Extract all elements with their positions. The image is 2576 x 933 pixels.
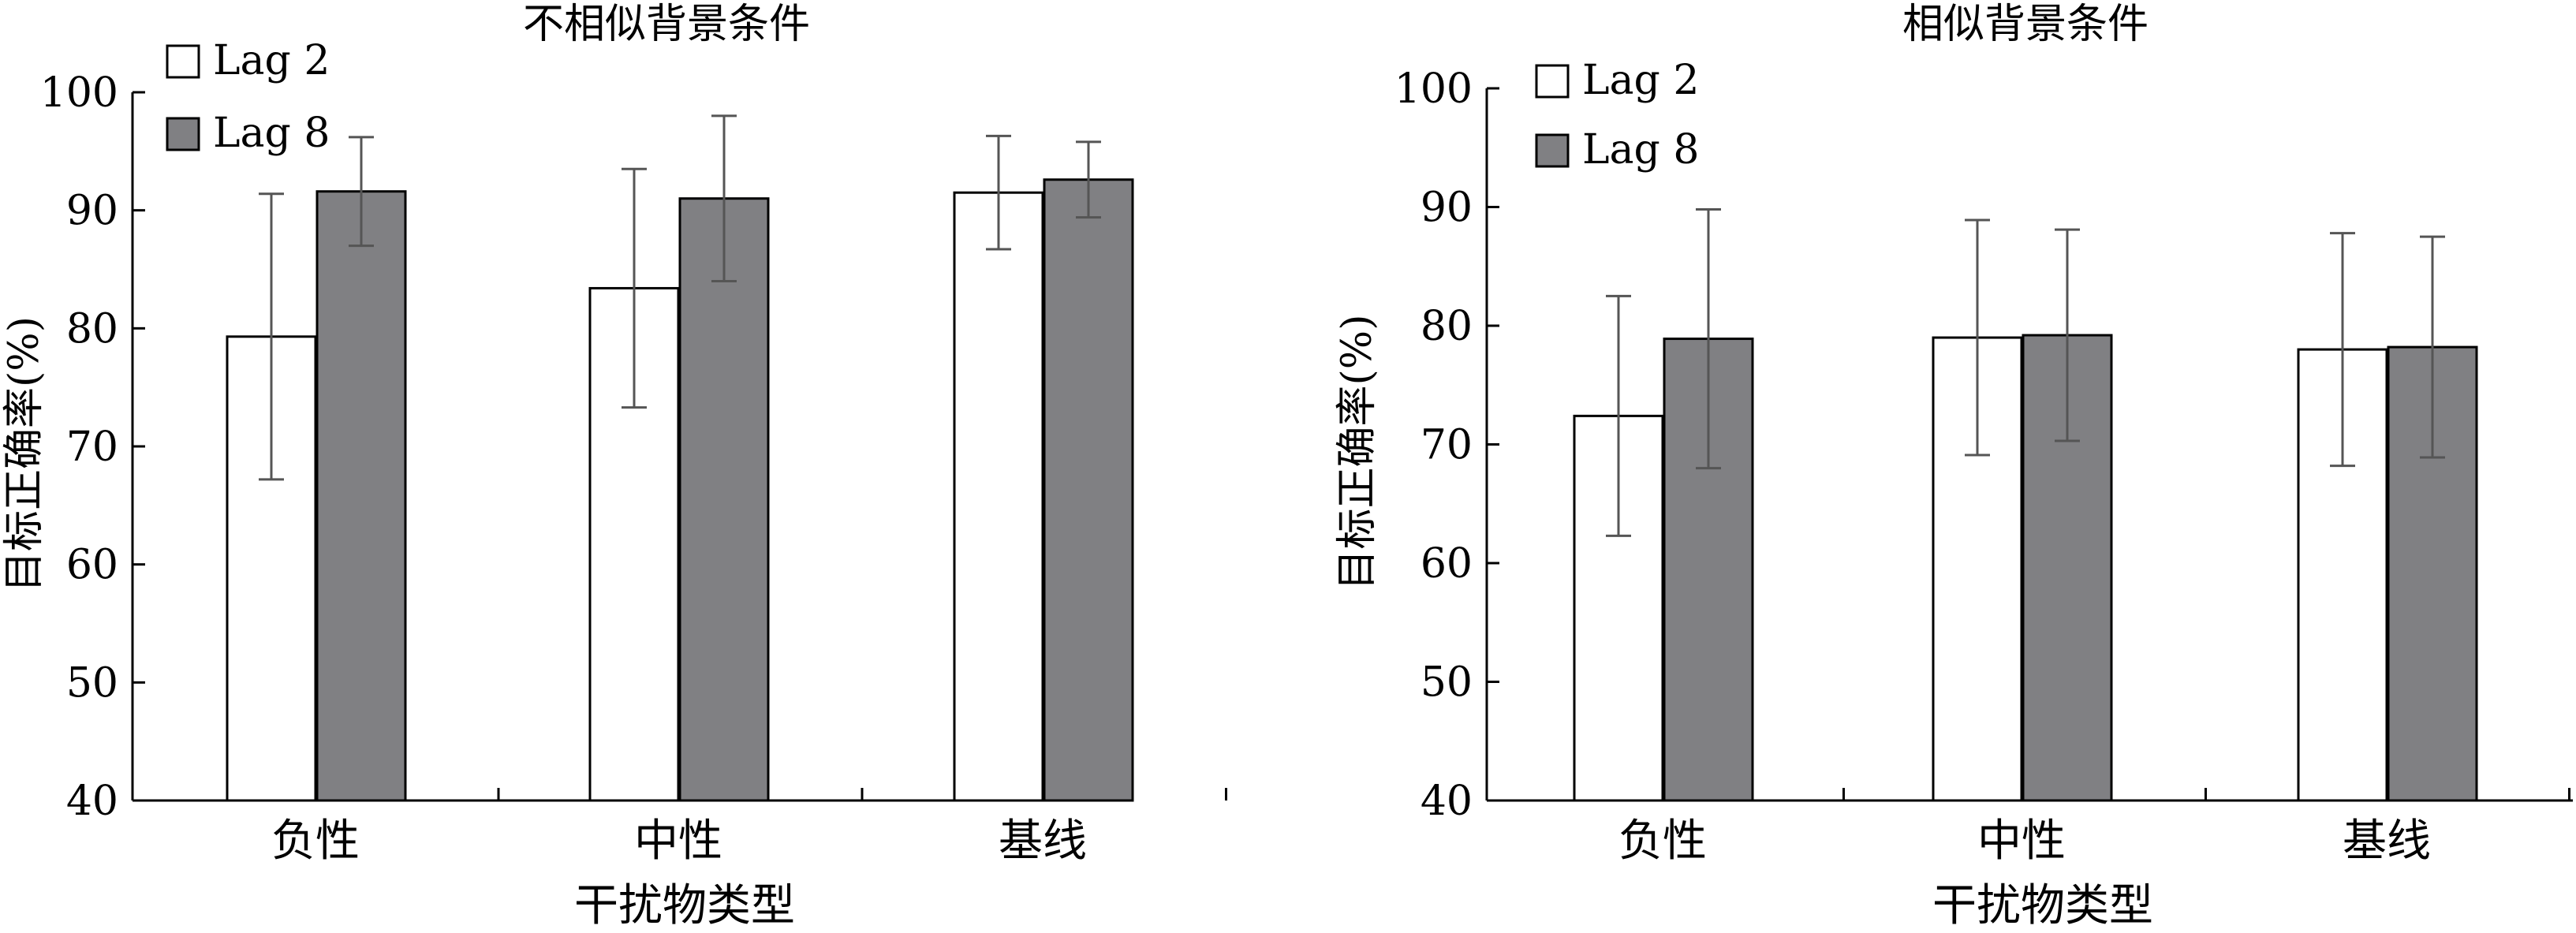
y-tick-label: 50 [66, 659, 118, 707]
chart-title: 相似背景条件 [1902, 1, 2149, 48]
y-tick-label: 60 [1421, 540, 1473, 588]
y-tick-label: 90 [1421, 185, 1473, 232]
bar-lag8-1 [315, 190, 407, 802]
legend-label: Lag 8 [213, 110, 330, 157]
chart-panel-2: 相似背景条件 40 50 60 70 80 90 100 目标正确率(%) 负性 中性 基线干扰物类型… [1334, 1, 2573, 931]
legend-swatch-lag2 [166, 44, 200, 79]
chart-title: 不相似背景条件 [523, 1, 810, 48]
y-tick-label: 70 [1421, 422, 1473, 469]
legend-swatch-lag8 [166, 117, 200, 151]
y-tick-label: 40 [1421, 778, 1473, 825]
y-tick-label: 80 [66, 305, 118, 353]
x-tick-label: 负性 [271, 815, 360, 867]
y-axis-label: 目标正确率(%) [1334, 315, 1381, 591]
x-tick-label: 中性 [634, 815, 722, 867]
chart-panel-1: 不相似背景条件 40 50 60 70 80 90 100 目标正确率(%) 负性 中性 基线干扰物类… [1, 1, 1227, 931]
y-tick-label: 60 [66, 542, 118, 589]
x-axis-label: 干扰物类型 [1932, 880, 2153, 931]
y-tick-label: 50 [1421, 659, 1473, 707]
y-tick-label: 40 [66, 778, 118, 825]
y-tick-label: 100 [1394, 65, 1473, 113]
y-axis-label: 目标正确率(%) [1, 316, 48, 592]
bar-lag8-2 [678, 197, 770, 802]
legend-label: Lag 2 [1582, 57, 1699, 104]
bar-lag2-3 [953, 191, 1044, 802]
legend-label: Lag 2 [213, 37, 330, 84]
legend-swatch-lag2 [1535, 64, 1570, 99]
legend-label: Lag 8 [1582, 126, 1699, 174]
x-tick-label: 中性 [1977, 815, 2066, 867]
bar-lag8-3 [1043, 178, 1134, 802]
legend-swatch-lag8 [1535, 133, 1570, 168]
y-tick-label: 80 [1421, 303, 1473, 350]
y-tick-label: 70 [66, 424, 118, 471]
x-tick-label: 负性 [1618, 815, 1707, 867]
x-axis-label: 干扰物类型 [574, 880, 795, 931]
x-tick-label: 基线 [999, 815, 1087, 867]
y-tick-label: 90 [66, 188, 118, 235]
y-tick-label: 100 [40, 69, 118, 117]
x-tick-label: 基线 [2343, 815, 2431, 867]
